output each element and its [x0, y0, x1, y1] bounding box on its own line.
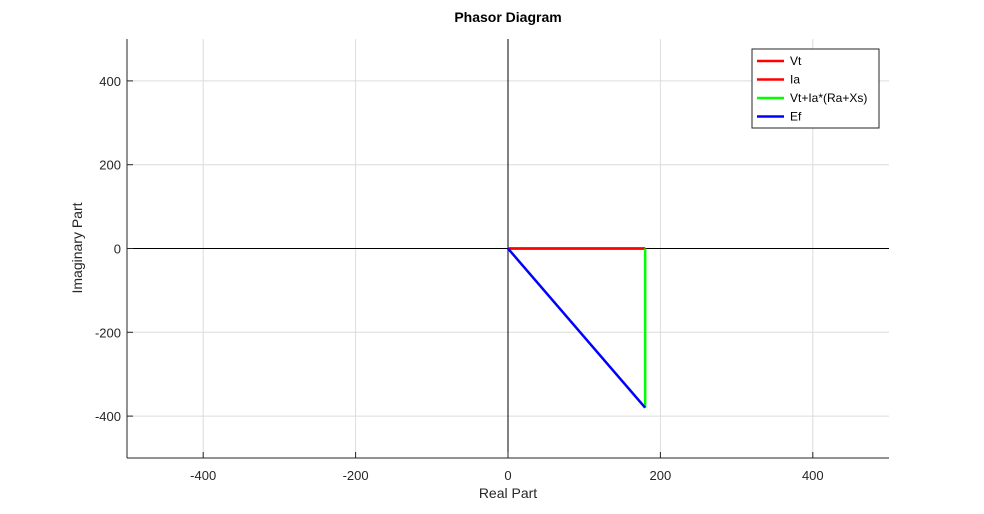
- y-tick-label: -200: [95, 325, 121, 340]
- tick-labels: -400 -200 0 200 400 -400 -200 0 200 400: [95, 74, 824, 483]
- x-tick-label: 0: [504, 468, 511, 483]
- x-tick-label: -400: [190, 468, 216, 483]
- y-tick-label: 400: [99, 74, 121, 89]
- series-layer: [507, 247, 647, 409]
- x-axis-label: Real Part: [479, 485, 537, 501]
- y-axis-label: Imaginary Part: [69, 202, 85, 293]
- y-tick-label: 0: [114, 242, 121, 257]
- y-tick-label: 200: [99, 158, 121, 173]
- legend: Vt Ia Vt+Ia*(Ra+Xs) Ef: [751, 48, 880, 129]
- x-tick-label: -200: [343, 468, 369, 483]
- legend-label: Vt: [790, 54, 802, 68]
- legend-label: Vt+Ia*(Ra+Xs): [790, 91, 867, 105]
- x-tick-label: 400: [802, 468, 824, 483]
- x-tick-label: 200: [650, 468, 672, 483]
- legend-label: Ia: [790, 73, 800, 87]
- series-line: [507, 247, 647, 409]
- chart-title: Phasor Diagram: [454, 9, 561, 25]
- y-tick-label: -400: [95, 409, 121, 424]
- legend-label: Ef: [790, 110, 802, 124]
